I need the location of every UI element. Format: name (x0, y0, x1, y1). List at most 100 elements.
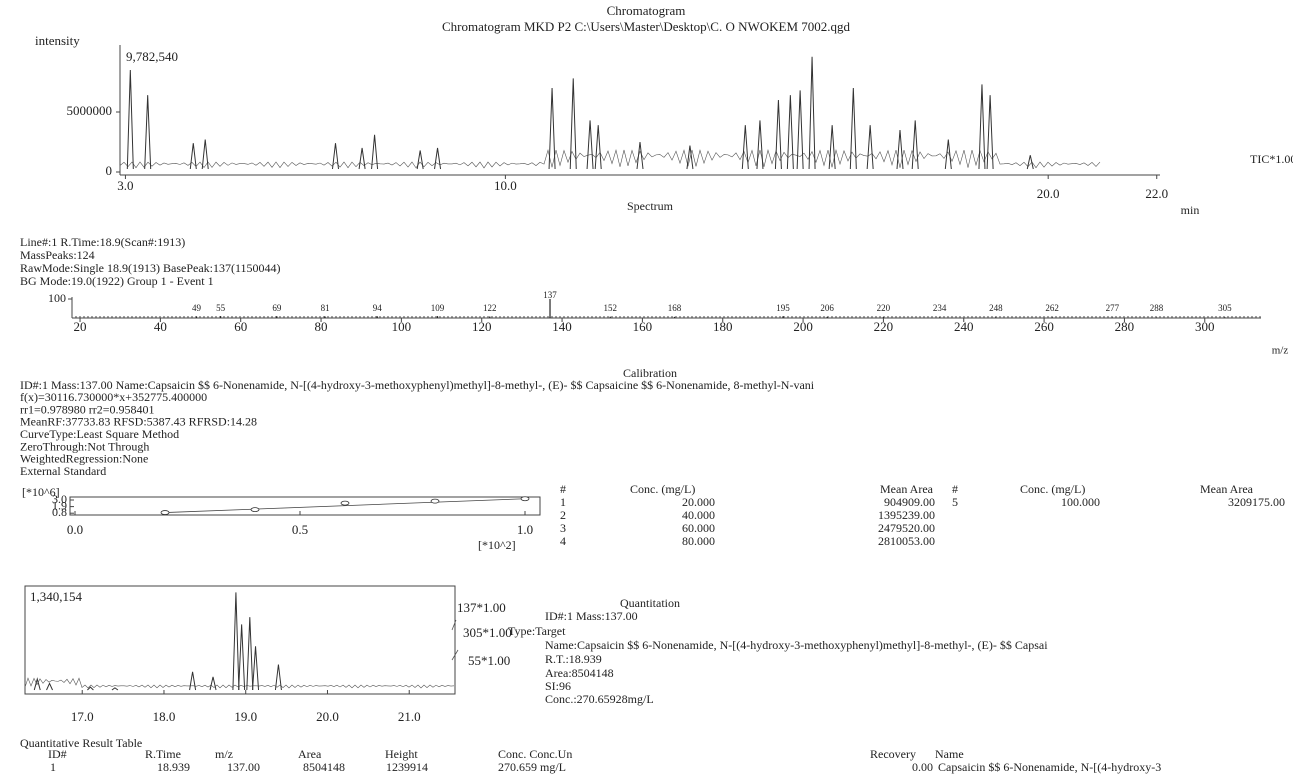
peak (201, 139, 209, 170)
calibration-info: MeanRF:37733.83 RFSD:5387.43 RFRSD:14.28 (20, 415, 257, 429)
peak (978, 84, 986, 170)
calibration-info: CurveType:Least Square Method (20, 427, 179, 441)
peak (756, 120, 764, 170)
peak (144, 95, 152, 170)
calibration-title: Calibration (623, 366, 677, 380)
peak-label: 122 (483, 303, 497, 313)
x-scale-label: [*10^2] (478, 538, 516, 552)
peak-label: 94 (373, 303, 383, 313)
plot-box (69, 496, 541, 516)
x-tick-label: 20.0 (316, 709, 339, 724)
calibration-info: rr1=0.978980 rr2=0.958401 (20, 402, 155, 416)
x-tick-label: 120 (472, 319, 492, 334)
x-tick-label: 20.0 (1037, 186, 1060, 201)
table-cell: 3209175.00 (1228, 495, 1285, 509)
x-tick-label: 180 (713, 319, 733, 334)
calibration-point (160, 510, 170, 515)
peak (189, 143, 197, 170)
table-header: m/z (215, 747, 233, 761)
x-tick-label: 60 (234, 319, 247, 334)
calibration-point (520, 496, 530, 502)
x-tick-label: 260 (1034, 319, 1054, 334)
y-tick-label: 100 (48, 291, 66, 305)
x-tick-label: 240 (954, 319, 974, 334)
x-unit-label: m/z (1272, 345, 1289, 357)
calibration-info: WeightedRegression:None (20, 452, 148, 466)
peak-label: 206 (820, 303, 834, 313)
ion-peak (87, 686, 94, 691)
table-header: Height (385, 747, 418, 761)
x-tick-label: 20 (74, 319, 87, 334)
calibration-info: External Standard (20, 464, 106, 478)
x-tick-label: 0.0 (67, 522, 83, 537)
ion-peak (238, 624, 246, 691)
peak (126, 69, 134, 170)
ion-label: 137*1.00 (457, 600, 506, 615)
calibration-info: f(x)=30116.730000*x+352775.400000 (20, 390, 207, 404)
table-header: Conc. Conc.Un (498, 747, 572, 761)
x-tick-label: 21.0 (398, 709, 421, 724)
x-tick-label: 220 (874, 319, 894, 334)
fit-line (164, 498, 526, 513)
table-cell: 4 (560, 534, 566, 548)
ion-peak (209, 676, 217, 691)
spectrum-info: Line#:1 R.Time:18.9(Scan#:1913) (20, 235, 185, 249)
x-tick-label: 22.0 (1145, 186, 1168, 201)
peak (1026, 155, 1034, 170)
x-tick-label: 280 (1115, 319, 1135, 334)
spectrum-title: Spectrum (627, 199, 674, 213)
ion-label: 305*1.00 (463, 625, 512, 640)
table-cell: 0.00 (912, 760, 933, 774)
table-cell: 1 (50, 760, 56, 774)
table-cell: 40.000 (682, 508, 715, 522)
peak (594, 125, 602, 170)
max-intensity-label: 9,782,540 (126, 49, 178, 64)
peak (786, 95, 794, 170)
ion-peak (246, 617, 254, 691)
y-scale-label: [*10^6] (22, 485, 60, 499)
peak (371, 134, 379, 170)
calibration-info: ID#:1 Mass:137.00 Name:Capsaicin $$ 6-No… (20, 378, 815, 392)
quantitation-info: R.T.:18.939 (545, 652, 602, 666)
ion-peak (252, 646, 260, 691)
table-header: Mean Area (880, 482, 934, 496)
x-tick-label: 40 (154, 319, 167, 334)
x-tick-label: 18.0 (153, 709, 176, 724)
peak (548, 87, 556, 170)
table-cell: 137.00 (227, 760, 260, 774)
table-cell: 20.000 (682, 495, 715, 509)
peak-label: 262 (1045, 303, 1059, 313)
peak (331, 143, 339, 170)
y-tick-label: 5000000 (67, 103, 113, 118)
ion-peak (33, 677, 41, 691)
peak-label: 81 (321, 303, 330, 313)
peak (849, 87, 857, 170)
peak (586, 120, 594, 170)
peak (866, 125, 874, 170)
calibration-point (250, 507, 260, 513)
baseline-trace (119, 148, 1101, 170)
table-cell: 5 (952, 495, 958, 509)
peak-label: 220 (877, 303, 891, 313)
chromatogram-title: Chromatogram (607, 3, 686, 18)
peak (828, 125, 836, 170)
table-cell: 3 (560, 521, 566, 535)
plot-box (24, 585, 456, 695)
table-cell: 80.000 (682, 534, 715, 548)
peak-label: 137 (543, 290, 557, 300)
quantitation-info: Conc.:270.65928mg/L (545, 692, 654, 706)
trace-label: TIC*1.00 (1250, 152, 1293, 166)
ion-peak (111, 687, 119, 691)
peak (434, 147, 442, 170)
table-cell: 2479520.00 (878, 521, 935, 535)
peak (944, 139, 952, 170)
x-tick-label: 3.0 (117, 178, 133, 193)
peak (741, 125, 749, 170)
peak-label: 55 (216, 303, 226, 313)
x-unit-label: min (1181, 203, 1200, 217)
quantitation-info: ID#:1 Mass:137.00 (545, 609, 638, 623)
peak (569, 78, 577, 170)
table-cell: 2810053.00 (878, 534, 935, 548)
peak-label: 152 (604, 303, 618, 313)
